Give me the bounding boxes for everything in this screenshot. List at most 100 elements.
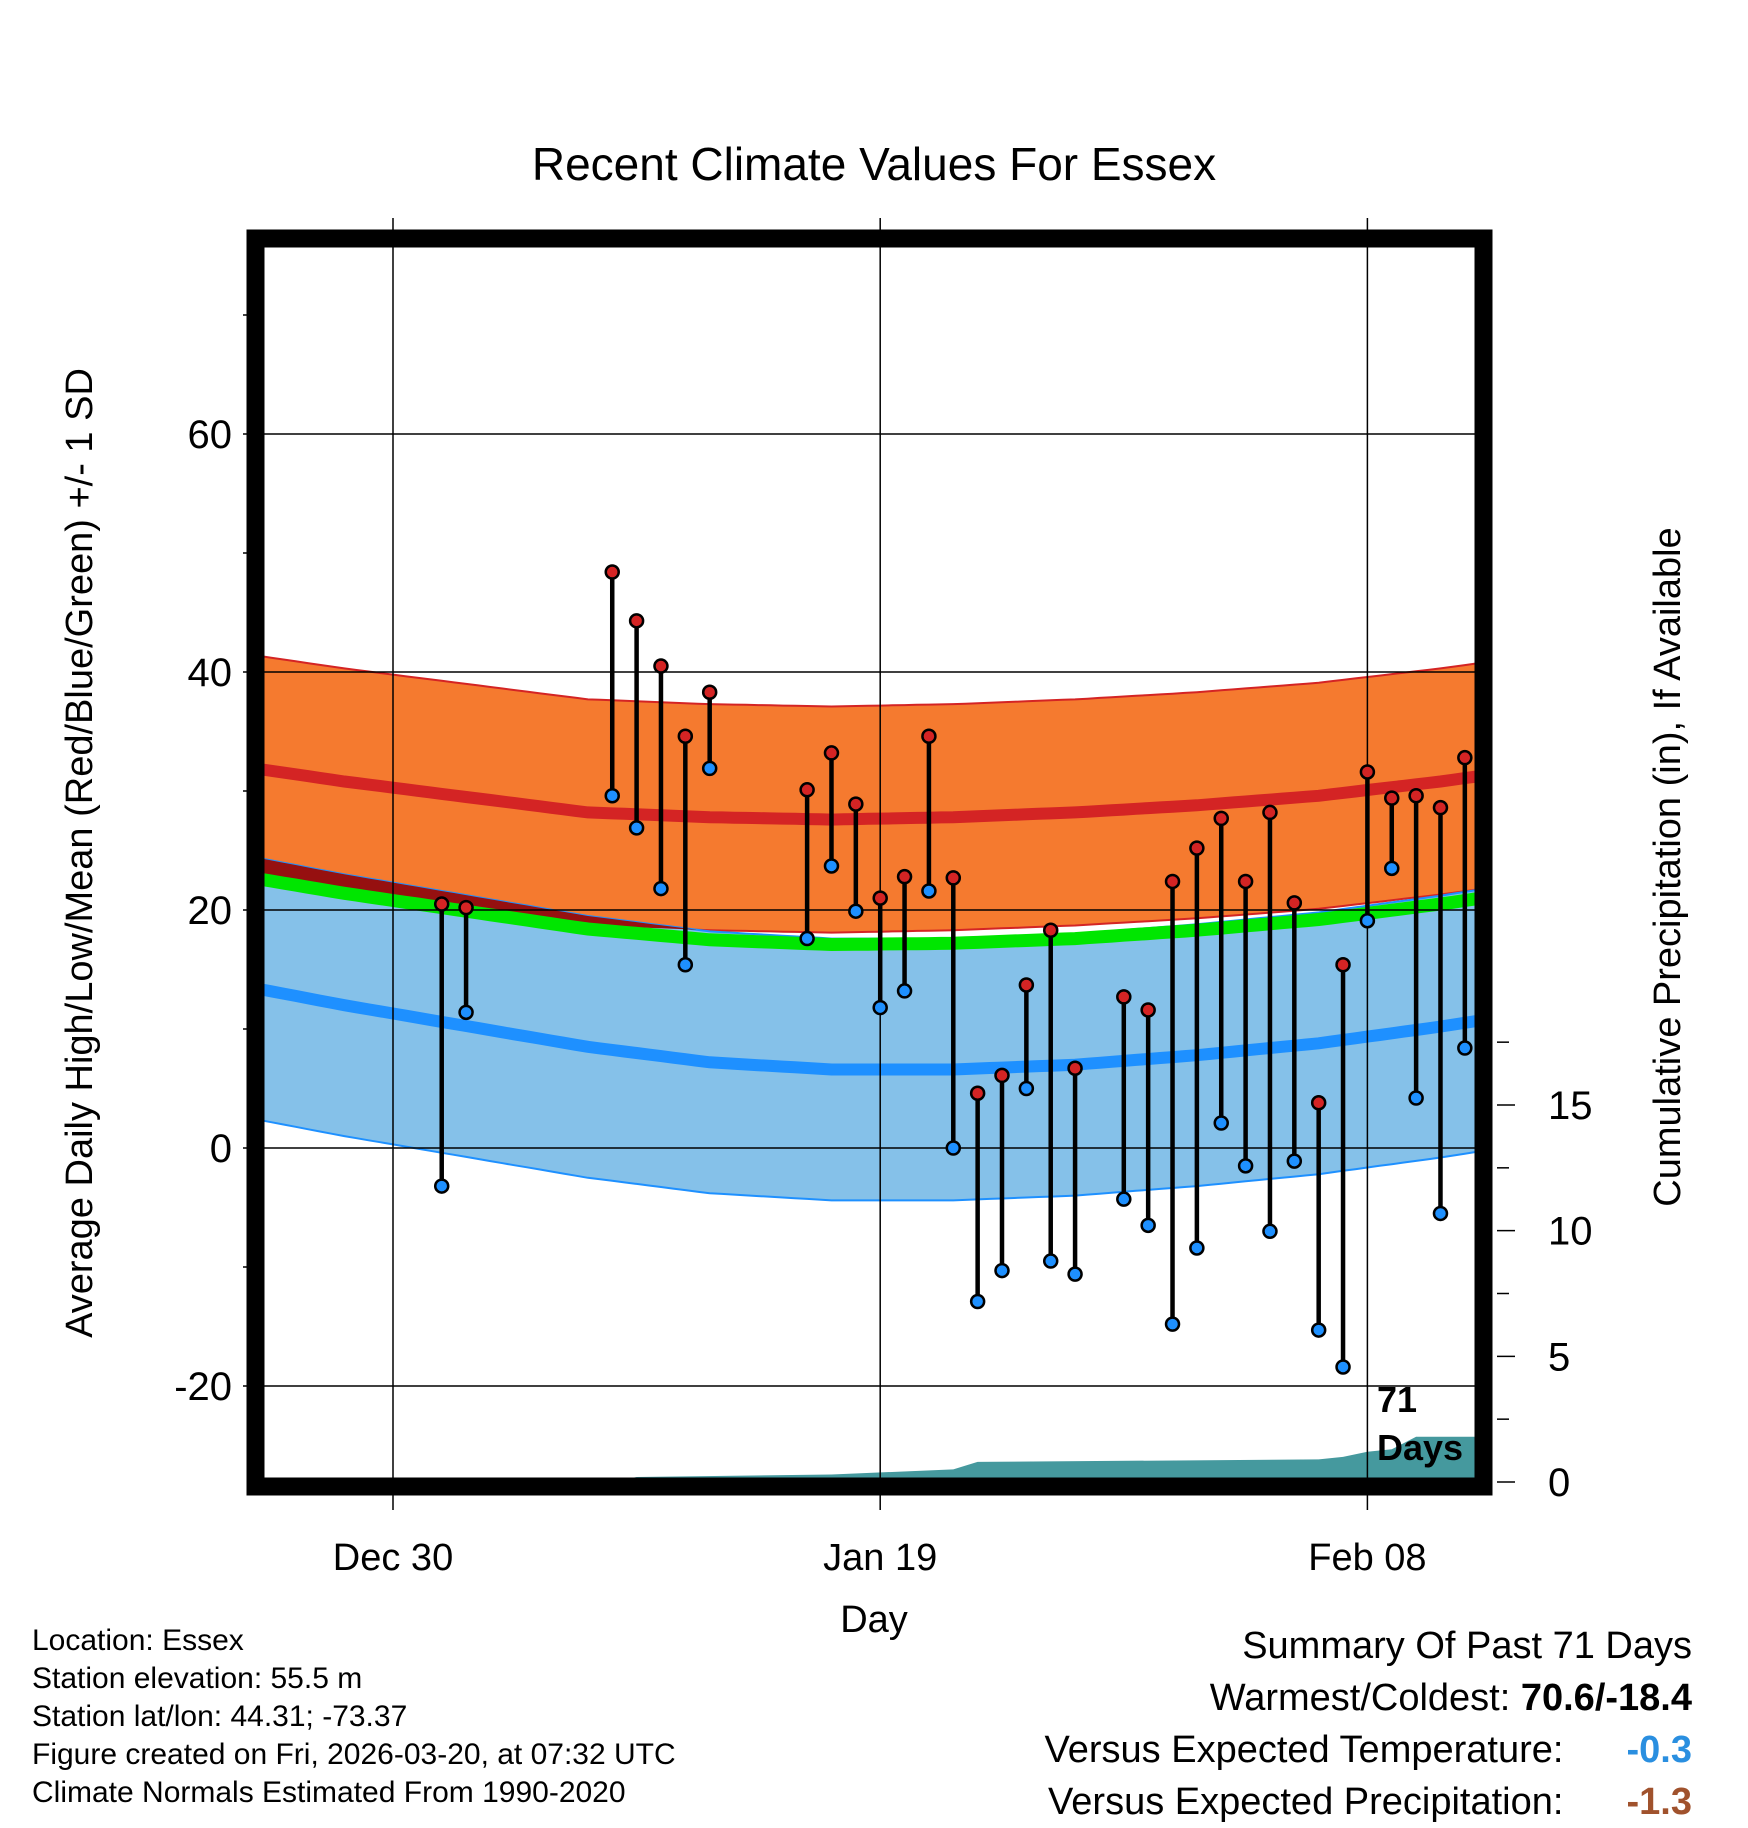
low-point [653,880,669,897]
high-point [1580,744,1593,757]
high-point [969,1085,986,1102]
low-point [1702,1181,1715,1194]
chart-title: Recent Climate Values For Essex [532,138,1216,190]
high-point [872,890,888,906]
low-point [701,760,718,777]
high-point [1237,873,1254,890]
low-point [1580,1047,1593,1060]
low-normal-line [260,983,1479,1076]
x-tick-label: Dec 30 [333,1537,453,1579]
low-point [1018,1080,1035,1097]
low-point [896,983,913,999]
low-point [1726,1171,1739,1184]
low-point [1605,914,1618,927]
summary-precip-label: Versus Expected Precipitation: [1048,1781,1564,1823]
low-point [1164,1316,1181,1332]
high-point [677,728,694,745]
precip-tick-label: 10 [1548,1210,1593,1254]
high-point [799,782,815,798]
days-label-count: 71 [1377,1379,1417,1420]
high-point [1507,701,1520,714]
low-point [167,993,180,1006]
high-point [921,728,937,745]
low-point [1262,1223,1278,1240]
high-point [1359,764,1376,780]
plot-frame [246,229,1493,1496]
low-point [872,999,888,1016]
low-point [848,903,864,919]
high-point [1702,838,1715,851]
low-point [1556,882,1569,895]
high-point [1018,977,1035,993]
high-point [1140,1002,1156,1018]
high-point [945,870,962,886]
summary-temp-value: -0.3 [1626,1729,1692,1771]
high-point [1605,765,1618,778]
precipitation-area [260,1436,1479,1482]
summary-panel: Summary Of Past 71 Days Warmest/Coldest:… [1045,1620,1692,1828]
high-point [119,737,132,750]
low-point [1067,1266,1083,1282]
low-point [604,788,620,804]
low-point [1335,1359,1351,1375]
summary-precip-row: Versus Expected Precipitation: -1.3 [1045,1776,1692,1828]
high-point [1067,1060,1083,1077]
high-normal-line [260,763,1479,826]
low-point [1629,923,1642,936]
high-point [1116,989,1132,1005]
station-info: Location: Essex Station elevation: 55.5 … [32,1622,676,1812]
high-point [1556,785,1569,798]
low-point [1432,1205,1449,1222]
low-point [994,1262,1010,1279]
summary-precip-value: -1.3 [1626,1781,1692,1823]
high-point [1432,799,1449,816]
high-point [1726,746,1739,759]
normal-bands [260,655,1479,1202]
high-sd-band [260,655,1479,934]
high-point [1629,771,1642,784]
high-point [433,896,450,912]
summary-title: Summary Of Past 71 Days [1242,1625,1692,1667]
low-point [1213,1115,1229,1131]
high-point [896,868,913,885]
low-point [119,920,132,933]
high-point [823,745,840,761]
low-point [1116,1191,1132,1207]
high-point [1286,895,1303,911]
info-normals: Climate Normals Estimated From 1990-2020 [32,1776,626,1809]
precip-tick-label: 15 [1548,1084,1593,1128]
high-point [1408,788,1424,804]
y-tick-label: -20 [174,1365,232,1409]
days-label-word: Days [1377,1427,1463,1468]
y-axis-label-right: Cumulative Precipitation (in), If Availa… [1647,527,1689,1206]
y-tick-label: 20 [188,889,233,933]
low-point [945,1140,962,1156]
high-point [628,613,645,629]
summary-warmest-value: 70.6/-18.4 [1520,1677,1692,1719]
info-created: Figure created on Fri, 2026-03-20, at 07… [32,1738,676,1771]
info-elevation: Station elevation: 55.5 m [32,1662,363,1695]
low-point [969,1293,986,1310]
high-point [1042,922,1059,938]
high-point [192,746,205,759]
high-point [701,684,718,700]
y-tick-label: 60 [188,413,233,457]
high-point [1531,707,1544,720]
high-point [1164,873,1181,890]
high-point [143,679,156,692]
mean-normal-line [260,872,1479,952]
overlap-band [260,858,1479,933]
low-point [677,956,694,973]
low-point [433,1178,450,1194]
low-point [1384,860,1400,877]
summary-warmest-row: Warmest/Coldest: 70.6/-18.4 [1045,1672,1692,1724]
low-point [143,917,156,930]
precip-tick-label: 5 [1548,1335,1570,1379]
summary-temp-row: Versus Expected Temperature: -0.3 [1045,1724,1692,1776]
info-location: Location: Essex [32,1624,244,1657]
low-point [1408,1090,1424,1106]
low-point [921,883,937,899]
x-tick-label: Jan 19 [823,1537,937,1579]
low-point [458,1004,474,1021]
